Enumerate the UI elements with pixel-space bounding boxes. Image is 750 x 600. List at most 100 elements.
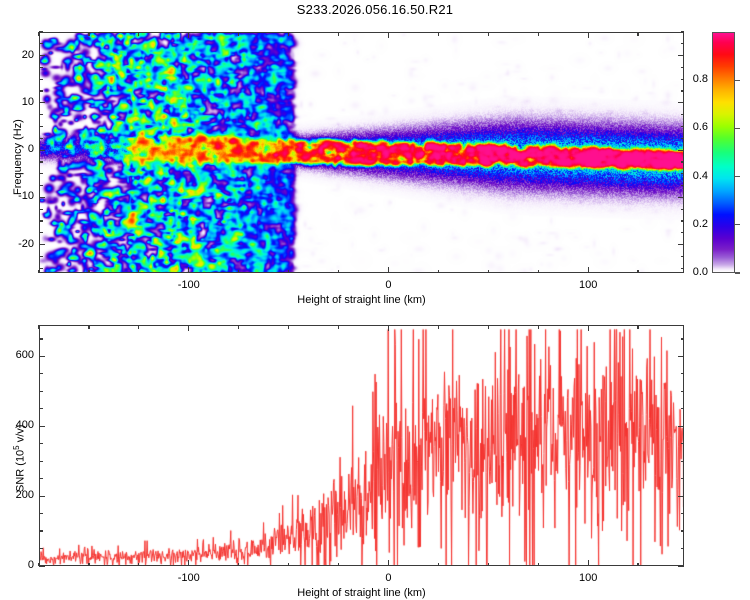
- ytick-spec-r--10: [678, 196, 684, 198]
- xtick-spec-125: [637, 269, 639, 273]
- ytick-spec-25: [39, 31, 43, 33]
- xtick-label-snr-1: 0: [385, 572, 392, 584]
- ytick-snr-r-200: [678, 495, 684, 497]
- xtick-spec--125: [138, 269, 140, 273]
- ytick-snr-r-450: [680, 408, 684, 410]
- xtick-top-spec--100: [188, 32, 190, 38]
- cbar-tick-2: [735, 176, 740, 178]
- ytick-snr-250: [39, 478, 43, 480]
- xtick-snr-25: [437, 562, 439, 566]
- snr-ylabel-exponent: 5: [12, 444, 21, 450]
- xtick-top-spec-125: [637, 32, 639, 36]
- xtick-top-spec-100: [587, 32, 589, 38]
- xtick-top-snr-100: [587, 325, 589, 331]
- ytick-spec-17.5: [39, 66, 43, 69]
- xtick-snr-0: [387, 560, 390, 566]
- xtick-top-snr-125: [637, 325, 639, 329]
- ytick-spec-r-10: [678, 102, 684, 104]
- xtick-top-spec-0: [387, 32, 390, 38]
- xtick-snr-50: [487, 562, 489, 566]
- xtick-top-snr--25: [337, 325, 340, 329]
- ytick-spec-r-17.5: [680, 66, 684, 69]
- cbar-tick-1: [735, 224, 740, 226]
- ytick-label-snr-0: 0: [27, 559, 34, 571]
- figure-title: S233.2026.056.16.50.R21: [296, 2, 454, 17]
- ytick-snr-400: [39, 425, 45, 427]
- xtick-top-snr--50: [288, 325, 290, 329]
- xtick-top-spec-75: [537, 32, 539, 36]
- xtick-top-snr-0: [387, 325, 390, 331]
- ytick-spec-r--15: [680, 220, 684, 222]
- ytick-snr-600: [39, 355, 45, 358]
- ytick-spec--17.5: [39, 232, 43, 234]
- xtick-spec--175: [38, 269, 40, 273]
- ytick-spec-r--5: [680, 173, 684, 175]
- ytick-snr-100: [39, 530, 43, 532]
- spectrogram-panel: [39, 32, 684, 273]
- spectrogram-image: [40, 33, 683, 272]
- ytick-spec-7.5: [39, 114, 43, 116]
- ytick-spec-r-2.5: [680, 137, 684, 139]
- ytick-spec--15: [39, 220, 43, 222]
- ytick-spec-r-22.5: [680, 43, 684, 45]
- ytick-spec-r--20: [678, 244, 684, 246]
- ytick-spec-15: [39, 78, 43, 80]
- ytick-snr-r-500: [680, 390, 684, 392]
- xtick-snr-125: [637, 562, 639, 566]
- xtick-label-snr-2: 100: [578, 572, 598, 584]
- ytick-snr-300: [39, 460, 43, 462]
- xtick-top-spec--175: [38, 32, 40, 36]
- xtick-snr--125: [138, 562, 140, 566]
- snr-xlabel: Height of straight line (km): [297, 587, 426, 599]
- xtick-top-snr-75: [537, 325, 539, 329]
- ytick-spec-r--2.5: [680, 161, 684, 163]
- ytick-label-snr-1: 200: [15, 489, 34, 502]
- ytick-label-spec-4: -20: [18, 237, 34, 250]
- ytick-spec-r-12.5: [680, 90, 684, 92]
- xtick-top-spec--50: [288, 32, 290, 36]
- snr-ylabel-tail: v/v): [14, 424, 27, 445]
- cbar-tick-label-4: 0.8: [692, 73, 708, 86]
- xtick-top-spec-25: [437, 32, 439, 36]
- ytick-snr-r-600: [678, 355, 684, 358]
- snr-trace: [40, 326, 683, 565]
- xtick-snr--50: [288, 562, 290, 566]
- ytick-snr-650: [39, 338, 43, 340]
- cbar-tick-0: [735, 272, 740, 274]
- ytick-spec-20: [39, 55, 45, 57]
- ytick-spec--22.5: [39, 255, 43, 258]
- ytick-snr-r-150: [680, 513, 684, 515]
- ytick-spec-r-5: [680, 125, 684, 128]
- xtick-top-spec--25: [337, 32, 340, 36]
- ytick-snr-r-50: [680, 547, 684, 550]
- xtick-top-snr-25: [437, 325, 439, 329]
- ytick-spec--5: [39, 173, 43, 175]
- cbar-tick-label-3: 0.6: [692, 121, 708, 134]
- xtick-spec-50: [487, 269, 489, 273]
- xtick-top-spec--75: [238, 32, 240, 36]
- xtick-top-spec--125: [138, 32, 140, 36]
- ytick-spec--25: [39, 267, 43, 269]
- ytick-label-spec-0: 20: [21, 48, 34, 61]
- ytick-spec-22.5: [39, 43, 43, 45]
- xtick-spec--50: [288, 269, 290, 273]
- xtick-top-snr--150: [88, 325, 90, 329]
- ytick-spec--2.5: [39, 161, 43, 163]
- ytick-label-snr-2: 400: [15, 419, 34, 432]
- ytick-spec--12.5: [39, 208, 43, 210]
- ytick-spec-r--12.5: [680, 208, 684, 210]
- ytick-snr-550: [39, 373, 43, 375]
- xtick-label-spec-0: -100: [177, 279, 200, 291]
- xtick-label-spec-2: 100: [578, 279, 598, 291]
- ytick-label-spec-1: 10: [21, 95, 34, 108]
- ytick-snr-350: [39, 443, 43, 445]
- xtick-snr-100: [587, 560, 589, 566]
- ytick-label-spec-3: -10: [18, 190, 34, 203]
- ytick-label-snr-3: 600: [15, 349, 34, 362]
- ytick-snr-450: [39, 408, 43, 410]
- ytick-snr-0: [39, 565, 45, 567]
- xtick-spec-75: [537, 269, 539, 273]
- ytick-spec--7.5: [39, 184, 43, 187]
- xtick-spec--75: [238, 269, 240, 273]
